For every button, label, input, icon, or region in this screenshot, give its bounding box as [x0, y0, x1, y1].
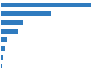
Bar — [1, 46, 5, 51]
Bar — [1, 64, 2, 68]
Bar — [1, 3, 91, 7]
Bar — [1, 11, 51, 16]
Bar — [1, 20, 23, 25]
Bar — [1, 55, 3, 60]
Bar — [1, 29, 18, 34]
Bar — [1, 37, 7, 42]
